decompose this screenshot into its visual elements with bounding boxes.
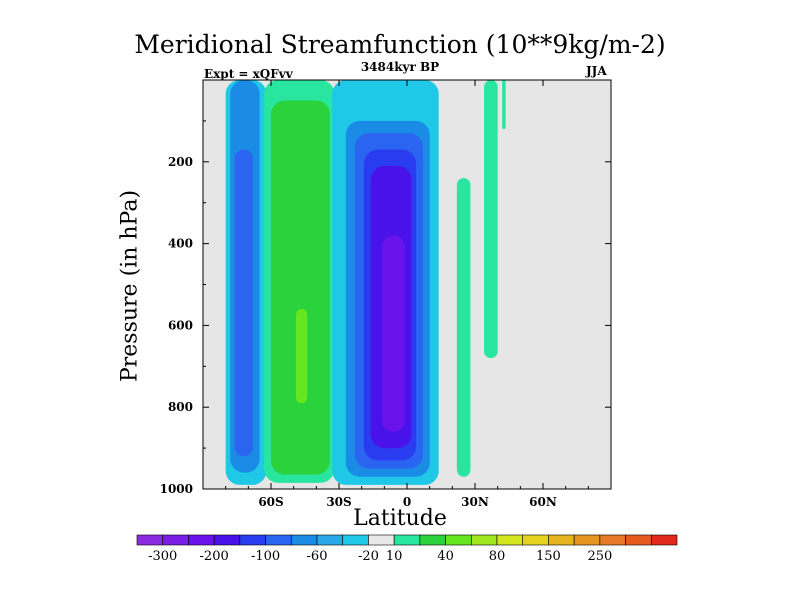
- contour-nh-tropical-positive: [456, 178, 471, 477]
- y-tick-label: 600: [168, 318, 193, 332]
- colorbar-box: [239, 534, 266, 546]
- contour-outer-ss-cell-core: [234, 149, 253, 457]
- colorbar-label: -20: [358, 549, 379, 564]
- colorbar-box: [496, 534, 524, 546]
- colorbar-box: [162, 534, 189, 546]
- colorbar-box: [342, 534, 369, 546]
- colorbar-box: [573, 534, 601, 546]
- x-tick-label: 30S: [326, 495, 351, 509]
- colorbar-label: 150: [536, 549, 561, 564]
- season-label: JJA: [586, 64, 607, 78]
- contour-nh-upper-positive: [484, 80, 498, 359]
- colorbar-box: [445, 534, 472, 546]
- x-tick-label: 60N: [529, 495, 557, 509]
- colorbar-box: [522, 534, 549, 546]
- colorbar-box: [625, 534, 652, 546]
- x-tick-label: 60S: [258, 495, 283, 509]
- colorbar-label: 10: [386, 549, 403, 564]
- colorbar-label: -60: [307, 549, 328, 564]
- colorbar-box: [650, 534, 678, 546]
- colorbar-label: 80: [489, 549, 506, 564]
- chart-subtitle: 3484kyr BP: [360, 60, 440, 74]
- contour-ferrel-cell-max: [295, 309, 308, 404]
- colorbar-box: [470, 534, 498, 546]
- colorbar-box: [419, 534, 446, 546]
- colorbar-box: [548, 534, 575, 546]
- colorbar-box: [599, 534, 626, 546]
- colorbar-box: [136, 534, 164, 546]
- colorbar-label: 250: [587, 549, 612, 564]
- colorbar-label: 40: [437, 549, 454, 564]
- colorbar-box: [265, 534, 292, 546]
- colorbar-box: [316, 534, 344, 546]
- y-tick-label: 400: [168, 237, 193, 251]
- chart-title: Meridional Streamfunction (10**9kg/m-2): [134, 30, 666, 59]
- contour-nh-high-strip: [502, 80, 506, 130]
- colorbar-label: -200: [200, 549, 229, 564]
- colorbar-label: -300: [148, 549, 177, 564]
- colorbar-box: [188, 534, 215, 546]
- x-tick-label: 30N: [461, 495, 489, 509]
- colorbar-box: [290, 534, 318, 546]
- x-tick-label: 0: [403, 495, 411, 509]
- y-axis-label: Pressure (in hPa): [117, 189, 143, 383]
- y-tick-label: 1000: [160, 482, 193, 496]
- y-tick-label: 800: [168, 400, 193, 414]
- x-axis-label: Latitude: [353, 506, 447, 531]
- y-tick-label: 200: [168, 155, 193, 169]
- contour-hadley-cell-core: [382, 235, 405, 432]
- colorbar-box: [213, 534, 241, 546]
- colorbar-label: -100: [251, 549, 280, 564]
- colorbar-box: [393, 534, 421, 546]
- colorbar-box: [368, 534, 395, 546]
- contour-ferrel-cell-core: [271, 100, 330, 475]
- experiment-label: Expt = xQFvv: [204, 67, 293, 81]
